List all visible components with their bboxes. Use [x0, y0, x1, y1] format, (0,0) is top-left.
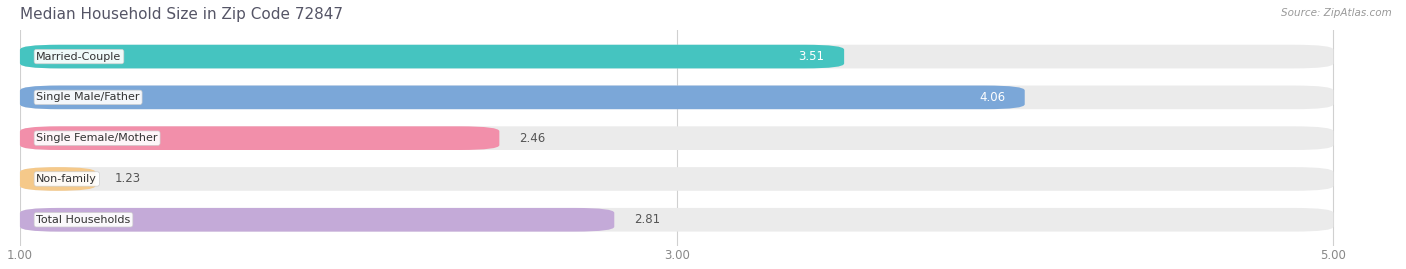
FancyBboxPatch shape [20, 208, 1333, 232]
FancyBboxPatch shape [20, 86, 1025, 109]
Text: Source: ZipAtlas.com: Source: ZipAtlas.com [1281, 8, 1392, 18]
Text: 2.46: 2.46 [519, 132, 546, 145]
Text: 2.81: 2.81 [634, 213, 659, 226]
Text: Median Household Size in Zip Code 72847: Median Household Size in Zip Code 72847 [20, 7, 343, 22]
Text: Single Male/Father: Single Male/Father [37, 92, 139, 102]
Text: Non-family: Non-family [37, 174, 97, 184]
FancyBboxPatch shape [20, 167, 96, 191]
Text: 3.51: 3.51 [799, 50, 824, 63]
FancyBboxPatch shape [20, 86, 1333, 109]
Text: Married-Couple: Married-Couple [37, 52, 121, 62]
FancyBboxPatch shape [20, 126, 1333, 150]
Text: Single Female/Mother: Single Female/Mother [37, 133, 157, 143]
FancyBboxPatch shape [20, 126, 499, 150]
FancyBboxPatch shape [20, 45, 844, 68]
FancyBboxPatch shape [20, 45, 1333, 68]
FancyBboxPatch shape [20, 167, 1333, 191]
Text: Total Households: Total Households [37, 215, 131, 225]
Text: 1.23: 1.23 [115, 172, 141, 185]
FancyBboxPatch shape [20, 208, 614, 232]
Text: 4.06: 4.06 [979, 91, 1005, 104]
